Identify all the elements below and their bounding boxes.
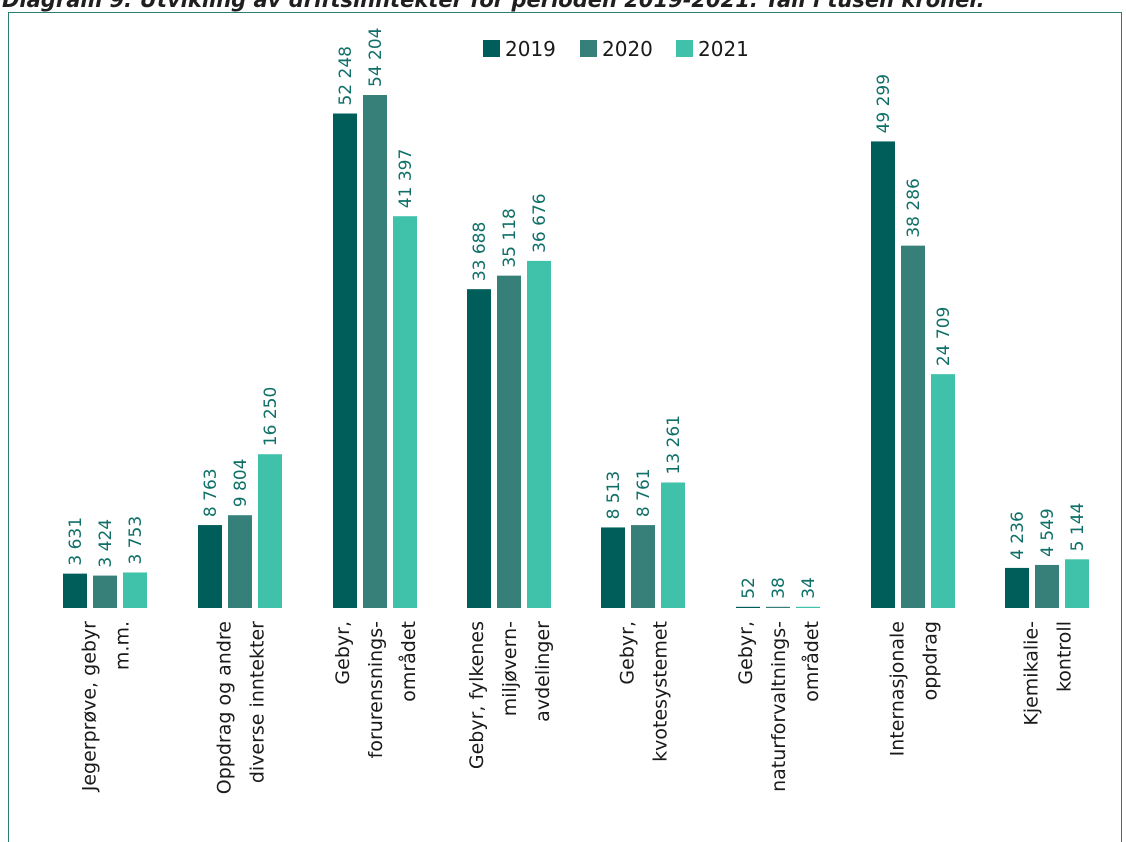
- bar-2020-4: [631, 525, 655, 608]
- bar-2020-0: [93, 575, 117, 608]
- data-label-2019-7: 4 236: [1008, 511, 1028, 560]
- bar-2020-5: [766, 606, 790, 608]
- category-label-5-2: området: [800, 621, 823, 702]
- category-label-0-1: m.m.: [112, 621, 134, 670]
- bar-2021-2: [393, 216, 417, 608]
- bar-2019-6: [871, 141, 895, 609]
- data-label-2021-0: 3 753: [126, 516, 146, 565]
- data-label-2021-6: 24 709: [934, 307, 954, 366]
- data-label-2019-0: 3 631: [66, 517, 86, 566]
- bar-2019-5: [736, 606, 760, 608]
- legend-label-2021: 2021: [698, 37, 749, 61]
- legend-label-2020: 2020: [602, 37, 653, 61]
- chart-frame: [8, 12, 1122, 842]
- data-label-2019-1: 8 763: [201, 468, 221, 517]
- category-label-5-0: Gebyr,: [735, 621, 757, 685]
- category-label-6-0: Internasjonale: [887, 621, 909, 756]
- category-label-3-1: miljøvern-: [499, 621, 521, 716]
- data-label-2021-1: 16 250: [261, 387, 281, 446]
- bar-2020-3: [497, 275, 521, 608]
- category-label-1-1: diverse inntekter: [247, 621, 269, 783]
- data-label-2019-4: 8 513: [604, 471, 624, 520]
- category-label-4-0: Gebyr,: [617, 621, 639, 685]
- bar-2020-7: [1035, 564, 1059, 608]
- bar-2021-3: [527, 260, 551, 608]
- category-label-3-0: Gebyr, fylkenes: [466, 621, 488, 769]
- category-label-3-2: avdelinger: [532, 621, 554, 722]
- data-label-2020-5: 38: [769, 577, 789, 599]
- data-label-2021-3: 36 676: [530, 193, 550, 252]
- data-label-2020-6: 38 286: [904, 178, 924, 237]
- bar-2021-4: [661, 482, 685, 608]
- category-label-5-1: naturforvaltnings-: [768, 621, 790, 792]
- data-label-2020-2: 54 204: [366, 28, 386, 87]
- category-label-0-0: Jegerprøve, gebyr: [79, 621, 101, 792]
- legend-swatch-2020: [580, 40, 597, 57]
- bar-2021-0: [123, 572, 147, 608]
- data-label-2021-5: 34: [799, 577, 819, 599]
- data-label-2019-6: 49 299: [874, 74, 894, 133]
- legend-swatch-2021: [676, 40, 693, 57]
- data-label-2021-2: 41 397: [396, 149, 416, 208]
- category-label-2-0: Gebyr,: [332, 621, 354, 685]
- bar-2021-1: [258, 454, 282, 608]
- data-label-2019-5: 52: [739, 577, 759, 599]
- bar-2021-5: [796, 606, 820, 608]
- bar-2021-6: [931, 374, 955, 608]
- legend-label-2019: 2019: [505, 37, 556, 61]
- category-label-2-1: forurensnings-: [365, 621, 387, 758]
- bar-2019-7: [1005, 567, 1029, 608]
- category-label-4-1: kvotesystemet: [650, 621, 672, 762]
- bar-2020-2: [363, 95, 387, 608]
- bar-2019-2: [333, 113, 357, 609]
- bar-2019-3: [467, 289, 491, 608]
- data-label-2019-2: 52 248: [336, 46, 356, 105]
- chart-title: Diagram 9: Utvikling av driftsinntekter …: [2, 0, 985, 12]
- legend-swatch-2019: [483, 40, 500, 57]
- bar-2021-7: [1065, 559, 1089, 608]
- data-label-2019-3: 33 688: [470, 222, 490, 281]
- category-label-6-1: oppdrag: [920, 621, 942, 700]
- bar-2020-1: [228, 515, 252, 608]
- data-label-2020-7: 4 549: [1038, 508, 1058, 557]
- bar-2020-6: [901, 245, 925, 609]
- data-label-2021-4: 13 261: [664, 415, 684, 474]
- data-label-2021-7: 5 144: [1068, 503, 1088, 552]
- data-label-2020-4: 8 761: [634, 468, 654, 517]
- category-label-7-1: kontroll: [1054, 621, 1076, 692]
- bar-2019-1: [198, 525, 222, 608]
- category-label-1-0: Oppdrag og andre: [214, 621, 236, 794]
- bar-2019-4: [601, 527, 625, 608]
- category-label-7-0: Kjemikalie-: [1021, 621, 1043, 726]
- data-label-2020-3: 35 118: [500, 208, 520, 267]
- data-label-2020-0: 3 424: [96, 519, 116, 568]
- bar-2019-0: [63, 573, 87, 608]
- category-label-2-2: området: [397, 621, 420, 702]
- data-label-2020-1: 9 804: [231, 459, 251, 508]
